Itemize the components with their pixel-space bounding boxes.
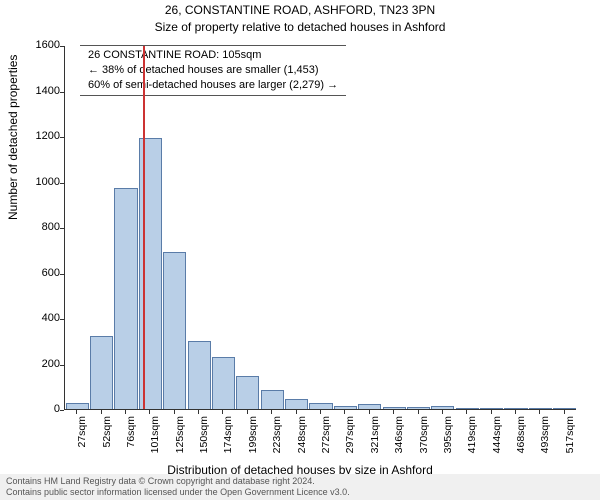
histogram-bar	[529, 408, 552, 409]
x-tick-mark	[466, 410, 467, 414]
x-tick-mark	[369, 410, 370, 414]
x-tick-mark	[393, 410, 394, 414]
x-tick-mark	[418, 410, 419, 414]
histogram-bar	[383, 407, 406, 409]
histogram-bar	[114, 188, 137, 409]
x-tick-mark	[296, 410, 297, 414]
y-tick-mark	[60, 365, 64, 366]
histogram-bar	[309, 403, 332, 409]
y-tick-label: 1000	[20, 176, 60, 188]
y-tick-label: 200	[20, 358, 60, 370]
histogram-bar	[188, 341, 211, 409]
x-tick-mark	[149, 410, 150, 414]
x-tick-mark	[320, 410, 321, 414]
x-tick-label: 370sqm	[418, 416, 430, 466]
y-tick-label: 600	[20, 267, 60, 279]
x-tick-label: 174sqm	[222, 416, 234, 466]
x-tick-mark	[247, 410, 248, 414]
y-tick-label: 400	[20, 312, 60, 324]
x-tick-label: 125sqm	[174, 416, 186, 466]
x-tick-mark	[222, 410, 223, 414]
x-tick-mark	[174, 410, 175, 414]
x-tick-label: 223sqm	[271, 416, 283, 466]
chart-title-main: 26, CONSTANTINE ROAD, ASHFORD, TN23 3PN	[0, 3, 600, 17]
y-axis-label: Number of detached properties	[6, 55, 20, 220]
x-tick-label: 27sqm	[76, 416, 88, 466]
x-tick-mark	[491, 410, 492, 414]
y-tick-mark	[60, 92, 64, 93]
x-tick-mark	[539, 410, 540, 414]
x-tick-mark	[198, 410, 199, 414]
x-tick-mark	[564, 410, 565, 414]
marker-line	[143, 46, 145, 409]
x-tick-label: 248sqm	[296, 416, 308, 466]
y-tick-mark	[60, 274, 64, 275]
x-tick-label: 321sqm	[369, 416, 381, 466]
histogram-bar	[90, 336, 113, 409]
y-tick-mark	[60, 46, 64, 47]
histogram-bar	[261, 390, 284, 409]
x-tick-label: 419sqm	[466, 416, 478, 466]
x-tick-label: 150sqm	[198, 416, 210, 466]
x-tick-label: 297sqm	[344, 416, 356, 466]
x-tick-label: 101sqm	[149, 416, 161, 466]
y-tick-mark	[60, 410, 64, 411]
footer: Contains HM Land Registry data © Crown c…	[0, 474, 600, 500]
x-tick-label: 199sqm	[247, 416, 259, 466]
x-tick-mark	[101, 410, 102, 414]
x-tick-label: 468sqm	[515, 416, 527, 466]
y-tick-mark	[60, 137, 64, 138]
x-tick-label: 444sqm	[491, 416, 503, 466]
x-tick-label: 493sqm	[539, 416, 551, 466]
x-tick-label: 517sqm	[564, 416, 576, 466]
histogram-bar	[431, 406, 454, 409]
x-tick-mark	[125, 410, 126, 414]
histogram-bar	[407, 407, 430, 409]
x-tick-label: 76sqm	[125, 416, 137, 466]
x-tick-label: 395sqm	[442, 416, 454, 466]
histogram-bar	[66, 403, 89, 409]
y-tick-label: 0	[20, 403, 60, 415]
x-tick-label: 52sqm	[101, 416, 113, 466]
histogram-bar	[236, 376, 259, 409]
y-tick-label: 800	[20, 221, 60, 233]
x-tick-mark	[271, 410, 272, 414]
histogram-bar	[553, 408, 576, 409]
y-tick-label: 1200	[20, 130, 60, 142]
y-tick-mark	[60, 183, 64, 184]
histogram-bar	[358, 404, 381, 409]
histogram-bar	[456, 408, 479, 409]
histogram-bar	[163, 252, 186, 409]
y-tick-mark	[60, 228, 64, 229]
x-tick-mark	[515, 410, 516, 414]
footer-line2: Contains public sector information licen…	[6, 487, 594, 498]
histogram-bar	[334, 406, 357, 409]
x-tick-mark	[344, 410, 345, 414]
histogram-bar	[212, 357, 235, 409]
x-tick-mark	[76, 410, 77, 414]
x-tick-label: 346sqm	[393, 416, 405, 466]
chart-title-sub: Size of property relative to detached ho…	[0, 20, 600, 34]
y-tick-label: 1400	[20, 85, 60, 97]
x-tick-mark	[442, 410, 443, 414]
y-tick-label: 1600	[20, 39, 60, 51]
histogram-bar	[480, 408, 503, 409]
footer-line1: Contains HM Land Registry data © Crown c…	[6, 476, 594, 487]
x-tick-label: 272sqm	[320, 416, 332, 466]
y-tick-mark	[60, 319, 64, 320]
histogram-bar	[285, 399, 308, 409]
histogram-bar	[504, 408, 527, 409]
plot-area	[64, 46, 576, 410]
